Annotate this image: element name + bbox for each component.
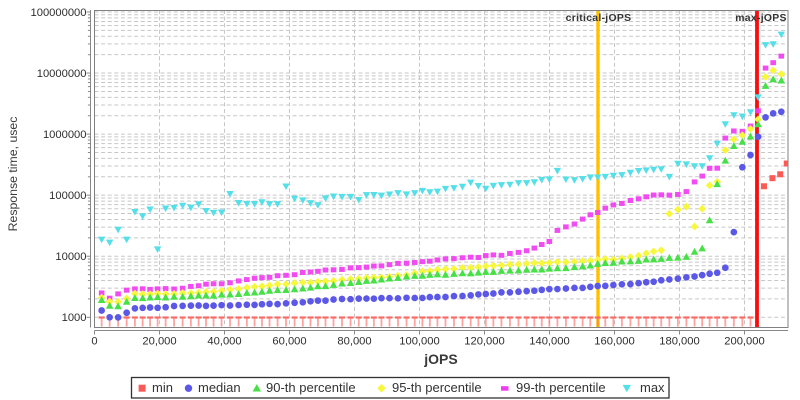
svg-text:100000000: 100000000: [31, 7, 87, 19]
svg-text:120,000: 120,000: [464, 336, 504, 348]
svg-text:median: median: [198, 380, 241, 395]
svg-text:200,000: 200,000: [724, 336, 764, 348]
svg-text:140,000: 140,000: [529, 336, 569, 348]
svg-text:10000000: 10000000: [37, 68, 87, 80]
svg-text:99-th percentile: 99-th percentile: [516, 380, 606, 395]
svg-text:jOPS: jOPS: [423, 351, 457, 367]
svg-text:10000: 10000: [55, 251, 86, 263]
svg-text:90-th percentile: 90-th percentile: [266, 380, 356, 395]
svg-text:60,000: 60,000: [272, 336, 306, 348]
svg-text:100000: 100000: [49, 190, 86, 202]
svg-text:critical-jOPS: critical-jOPS: [566, 13, 632, 24]
svg-text:1000: 1000: [62, 312, 87, 324]
svg-text:95-th percentile: 95-th percentile: [392, 380, 482, 395]
svg-text:1000000: 1000000: [43, 129, 87, 141]
svg-text:min: min: [152, 380, 173, 395]
svg-text:40,000: 40,000: [207, 336, 241, 348]
svg-text:0: 0: [91, 336, 97, 348]
svg-text:160,000: 160,000: [594, 336, 634, 348]
svg-text:max-jOPS: max-jOPS: [735, 13, 787, 24]
svg-text:80,000: 80,000: [337, 336, 371, 348]
svg-text:100,000: 100,000: [399, 336, 439, 348]
svg-text:max: max: [640, 380, 665, 395]
svg-text:20,000: 20,000: [142, 336, 176, 348]
svg-text:Response time, usec: Response time, usec: [6, 117, 20, 232]
svg-text:180,000: 180,000: [659, 336, 699, 348]
